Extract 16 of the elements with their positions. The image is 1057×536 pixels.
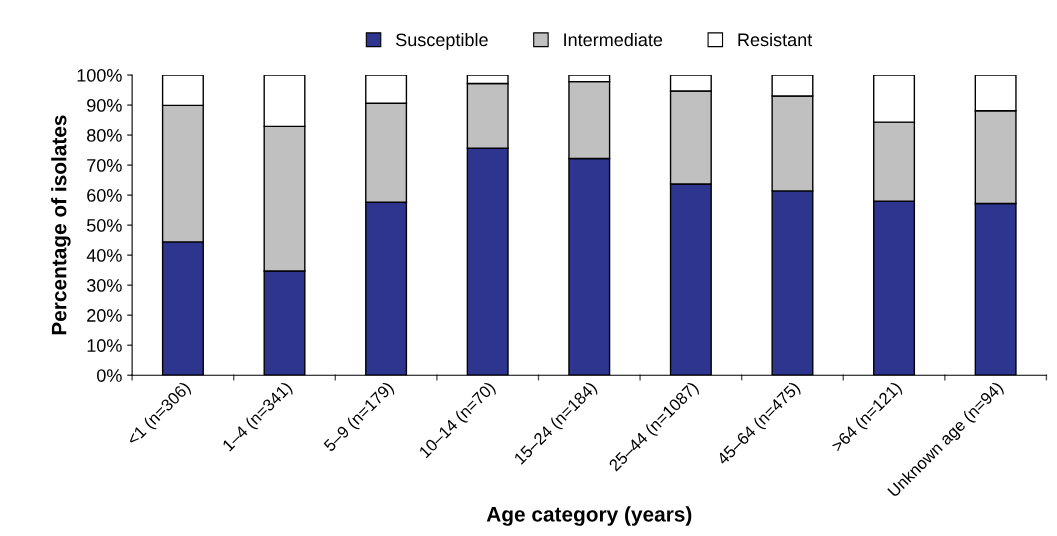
legend-label: Susceptible — [396, 32, 488, 50]
y-axis-title: Percentage of isolates — [51, 115, 71, 335]
y-tick-label: 90% — [87, 98, 122, 112]
y-tick-label: 0% — [97, 369, 122, 382]
y-tick-label: 70% — [87, 159, 122, 172]
y-tick-label: 10% — [87, 339, 122, 352]
y-tick-label: 60% — [87, 189, 122, 202]
x-axis-title: Age category (years) — [486, 506, 692, 526]
legend-label: Resistant — [738, 32, 813, 47]
y-tick-label: 40% — [86, 249, 122, 262]
y-tick-label: 80% — [87, 129, 122, 142]
y-tick-label: 100% — [77, 68, 122, 82]
y-tick-label: 30% — [86, 279, 122, 292]
y-tick-label: 20% — [87, 309, 122, 322]
y-tick-label: 50% — [86, 219, 122, 232]
legend-label: Intermediate — [564, 32, 663, 47]
